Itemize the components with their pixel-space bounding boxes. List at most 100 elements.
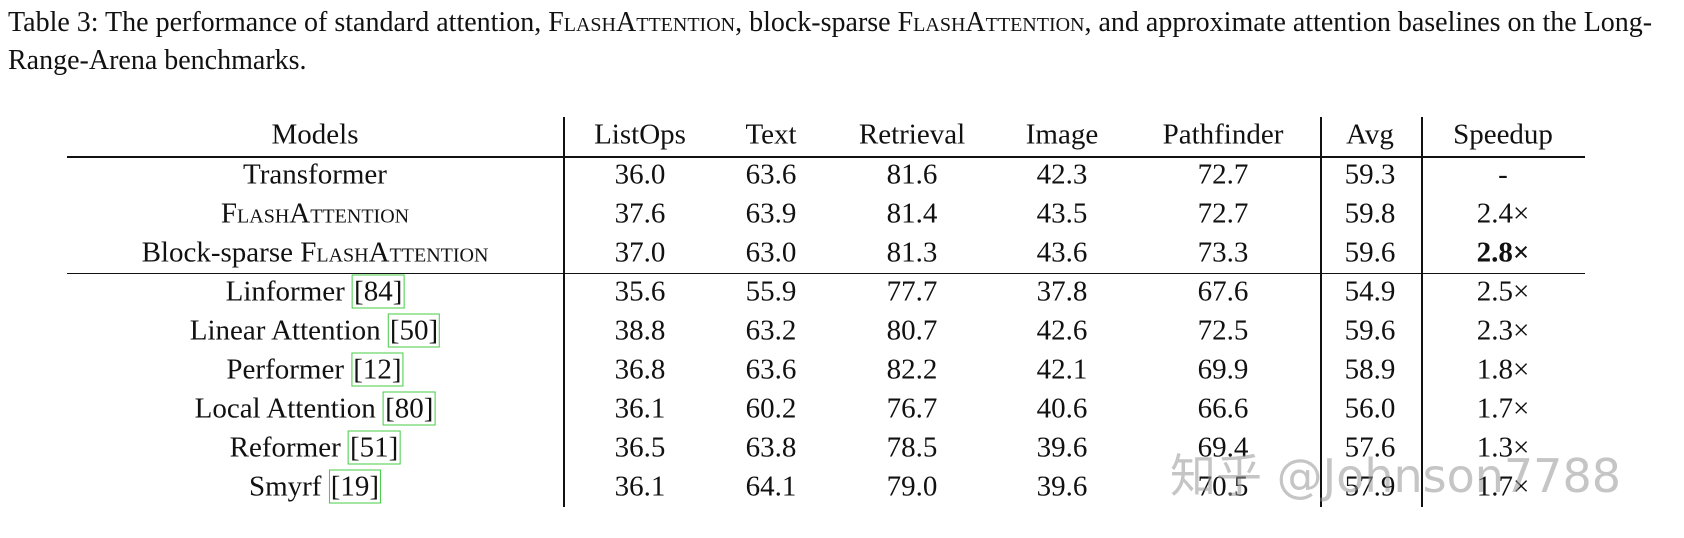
model-cell: Linear Attention [50] [189, 313, 441, 348]
table-cell: 60.2 [745, 392, 797, 425]
citation: [84] [352, 274, 405, 309]
table-cell: 69.9 [1197, 353, 1249, 386]
model-cell: Local Attention [80] [194, 391, 436, 426]
table-cell: 63.6 [745, 353, 797, 386]
header-cell: Pathfinder [1162, 118, 1284, 151]
table-cell: 67.6 [1197, 275, 1249, 308]
table-cell: 1.7× [1476, 392, 1530, 425]
table-cell: 57.9 [1344, 470, 1396, 503]
text-segment: Linear Attention [189, 314, 388, 347]
table-cell: 2.5× [1476, 275, 1530, 308]
table-cell: 1.7× [1476, 470, 1530, 503]
table-cell: 38.8 [614, 314, 666, 347]
header-cell: Speedup [1453, 118, 1553, 151]
citation: [19] [328, 469, 382, 504]
header-cell: Models [271, 118, 359, 151]
watermark: 知乎 @Johnson7788 [1170, 449, 1621, 503]
table-cell: 36.1 [614, 392, 666, 425]
model-cell: Block-sparse FlashAttention [142, 237, 489, 270]
table-cell: 1.8× [1476, 353, 1530, 386]
model-cell: Smyrf [19] [248, 469, 382, 504]
table-cell: 81.4 [886, 197, 938, 230]
text-segment: Reformer [229, 431, 349, 464]
table-cell: 36.8 [614, 353, 666, 386]
table-cell: 1.3× [1476, 431, 1530, 464]
table-cell: - [1498, 158, 1508, 191]
header-cell: Avg [1346, 118, 1394, 151]
text-segment: , and approximate attention baselines on… [8, 7, 1653, 76]
table-cell: 56.0 [1344, 392, 1396, 425]
table-cell: 79.0 [886, 470, 938, 503]
table-cell: 59.3 [1344, 158, 1396, 191]
model-cell: Transformer [243, 159, 387, 192]
text-segment: Linformer [225, 275, 353, 308]
caption: Table 3: The performance of standard att… [8, 4, 1678, 80]
rule [563, 117, 565, 507]
table-cell: 39.6 [1036, 470, 1088, 503]
citation: [51] [348, 430, 401, 465]
table-cell: 78.5 [886, 431, 938, 464]
table-cell: 39.6 [1036, 431, 1088, 464]
table-cell: 82.2 [886, 353, 938, 386]
table-cell: 80.7 [886, 314, 938, 347]
table-cell: 57.6 [1344, 431, 1396, 464]
text-segment: FlashAttention [897, 7, 1085, 38]
table-cell: 63.6 [745, 158, 797, 191]
table-cell: 58.9 [1344, 353, 1396, 386]
table-cell: 64.1 [745, 470, 797, 503]
table-cell: 70.5 [1197, 470, 1249, 503]
header-cell: Text [745, 118, 797, 151]
table-cell: 66.6 [1197, 392, 1249, 425]
model-cell: Performer [12] [226, 352, 404, 387]
table-cell: 73.3 [1197, 236, 1249, 269]
table-cell: 37.8 [1036, 275, 1088, 308]
table-cell: 42.3 [1036, 158, 1088, 191]
text-segment: Transformer [243, 158, 387, 191]
table-cell: 37.6 [614, 197, 666, 230]
table-cell: 81.3 [886, 236, 938, 269]
table-cell: 36.1 [614, 470, 666, 503]
text-segment: FlashAttention [548, 7, 736, 38]
table-cell: 63.9 [745, 197, 797, 230]
header-cell: Image [1025, 118, 1099, 151]
table-cell: 43.6 [1036, 236, 1088, 269]
text-segment: , block-sparse [735, 7, 898, 38]
header-cell: ListOps [594, 118, 686, 151]
table-cell: 69.4 [1197, 431, 1249, 464]
rule [1320, 117, 1322, 507]
table-cell: 36.5 [614, 431, 666, 464]
text-segment: Smyrf [248, 470, 329, 503]
table-cell: 59.6 [1344, 314, 1396, 347]
citation: [80] [383, 391, 436, 426]
text-segment: Table 3: The performance of standard att… [8, 7, 549, 38]
citation: [12] [351, 352, 404, 387]
citation: [50] [387, 313, 441, 348]
table-cell: 63.0 [745, 236, 797, 269]
model-cell: FlashAttention [221, 198, 409, 231]
table-cell: 35.6 [614, 275, 666, 308]
table-cell: 2.3× [1476, 314, 1530, 347]
rule [67, 156, 1585, 158]
table-cell: 42.1 [1036, 353, 1088, 386]
table-cell: 72.7 [1197, 158, 1249, 191]
table-cell: 59.8 [1344, 197, 1396, 230]
table-cell: 63.2 [745, 314, 797, 347]
model-cell: Linformer [84] [225, 274, 405, 309]
table-cell: 55.9 [745, 275, 797, 308]
rule [67, 272, 1585, 274]
table-cell: 43.5 [1036, 197, 1088, 230]
table-cell: 36.0 [614, 158, 666, 191]
header-cell: Retrieval [858, 118, 966, 151]
table-cell: 2.4× [1476, 197, 1530, 230]
text-segment: Block-sparse [141, 236, 301, 269]
table-cell: 40.6 [1036, 392, 1088, 425]
model-cell: Reformer [51] [229, 430, 401, 465]
table-cell: 77.7 [886, 275, 938, 308]
text-segment: Local Attention [194, 392, 384, 425]
table-cell: 76.7 [886, 392, 938, 425]
table-cell: 72.7 [1197, 197, 1249, 230]
table-cell: 81.6 [886, 158, 938, 191]
table-cell: 37.0 [614, 236, 666, 269]
table-cell: 42.6 [1036, 314, 1088, 347]
